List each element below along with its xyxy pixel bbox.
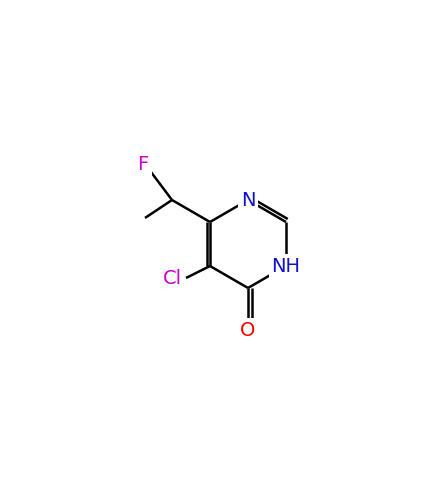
Text: Cl: Cl	[163, 268, 181, 287]
Text: NH: NH	[272, 256, 300, 276]
Text: N: N	[241, 190, 255, 210]
Text: F: F	[137, 156, 149, 174]
Text: O: O	[240, 321, 255, 339]
